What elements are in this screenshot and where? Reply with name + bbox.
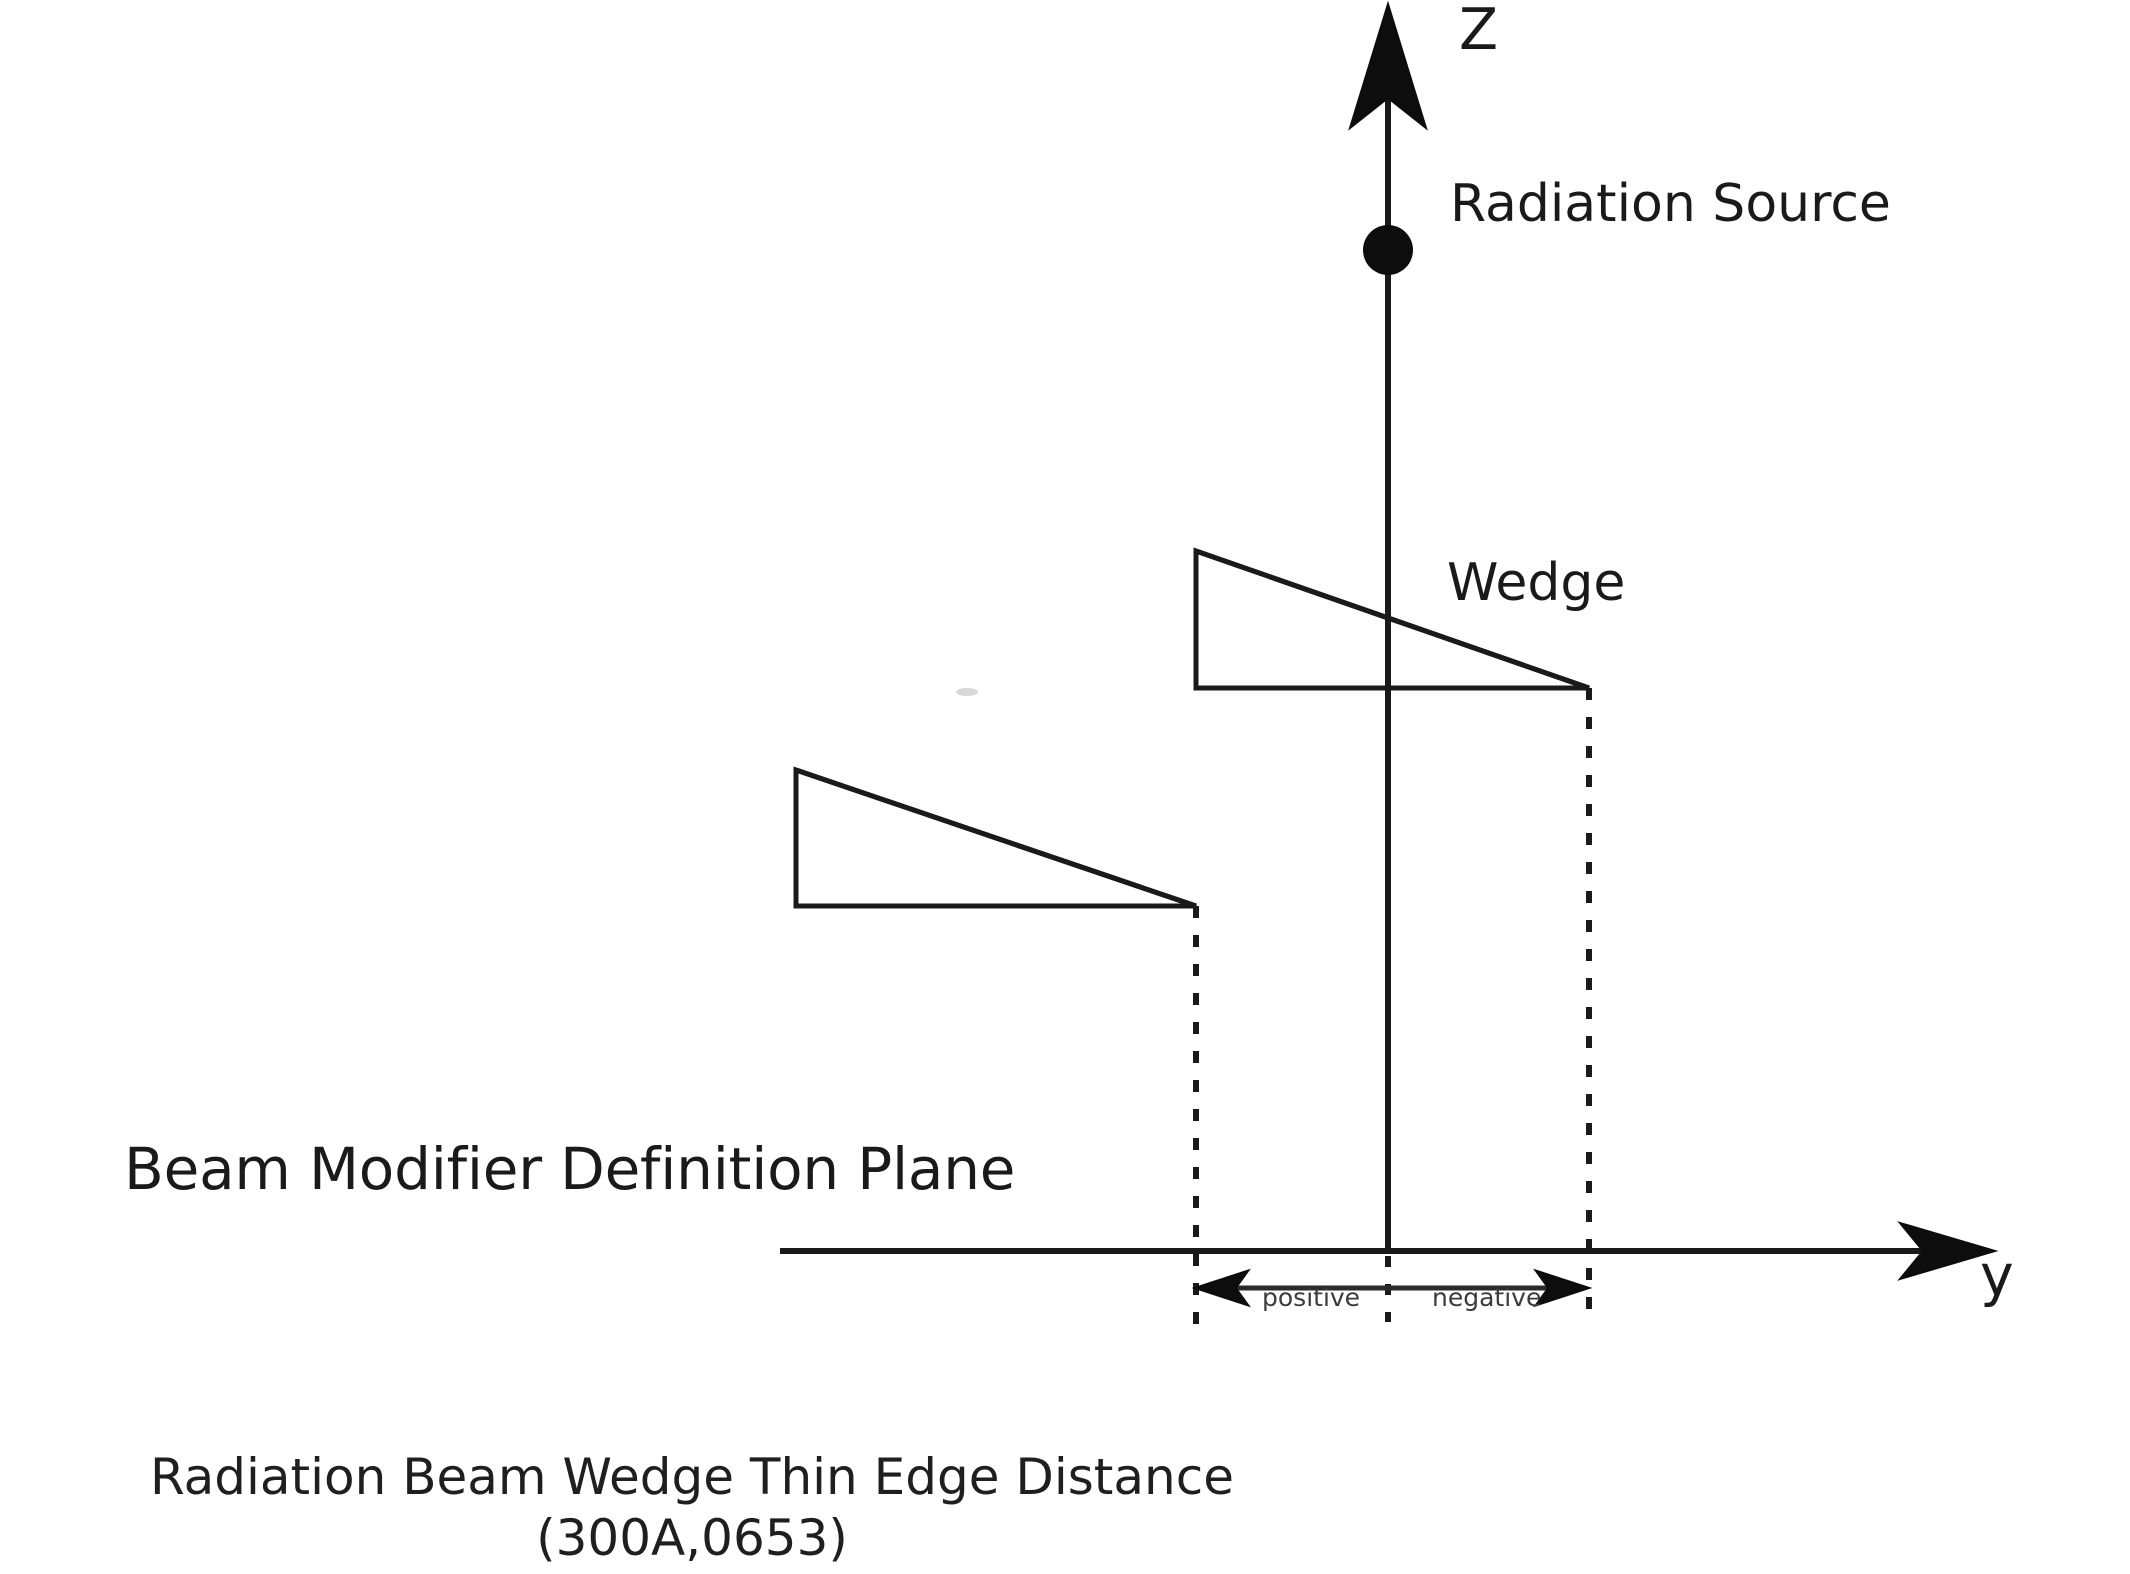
upper-wedge-hypotenuse [1195,548,1590,691]
y-axis-arrowhead-icon [1897,1221,1999,1281]
caption-line-2: (300A,0653) [536,1509,848,1567]
projection-lines-group [1193,688,1592,1324]
z-axis-arrowhead-icon [1348,0,1428,131]
radiation-source-label: Radiation Source [1450,174,1891,234]
beam-modifier-definition-plane-label: Beam Modifier Definition Plane [124,1135,1016,1203]
y-axis-label: y [1980,1243,2014,1309]
thin-edge-distance-dimension [1191,1268,1593,1308]
lower-wedge-hypotenuse [795,767,1197,909]
dimension-arrowhead-right-icon [1533,1268,1593,1308]
upper-wedge-shape [1193,547,1590,691]
radiation-source-marker-icon [1363,225,1413,275]
scan-artifact-speck [956,688,978,696]
caption-line-1: Radiation Beam Wedge Thin Edge Distance [150,1448,1234,1506]
lower-wedge-shape [793,766,1197,909]
y-axis-group [780,1221,1999,1281]
z-axis-label: Z [1459,0,1499,63]
wedge-label: Wedge [1447,553,1626,613]
figure-caption: Radiation Beam Wedge Thin Edge Distance … [0,1447,2130,1569]
dimension-negative-label: negative [1432,1283,1542,1312]
z-axis-group [1348,0,1428,1322]
dimension-arrowhead-left-icon [1191,1268,1251,1308]
dimension-positive-label: positive [1262,1283,1361,1312]
